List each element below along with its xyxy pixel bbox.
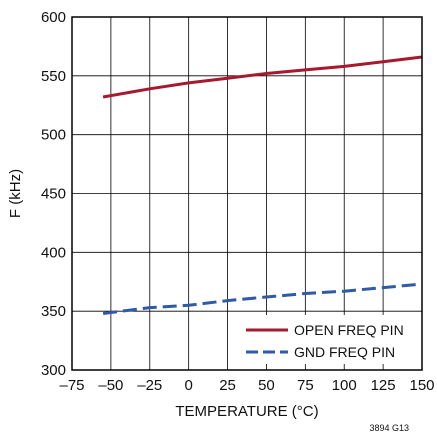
y-tick-label: 350 <box>41 303 66 320</box>
series-line-gnd-freq-pin <box>102 282 423 315</box>
y-tick-label: 550 <box>41 68 66 85</box>
y-axis-label: F (kHz) <box>7 169 24 218</box>
x-tick-label: –75 <box>59 377 84 394</box>
y-tick-label: 450 <box>41 186 66 203</box>
legend: OPEN FREQ PIN GND FREQ PIN <box>238 315 420 364</box>
x-tick-label: 0 <box>184 377 192 394</box>
legend-label: OPEN FREQ PIN <box>294 322 404 338</box>
x-tick-label: 150 <box>409 377 434 394</box>
x-tick-label: 100 <box>332 377 357 394</box>
x-tick-label: –50 <box>98 377 123 394</box>
x-tick-label: –25 <box>137 377 162 394</box>
y-tick-label: 500 <box>41 127 66 144</box>
x-tick-label: 25 <box>219 377 236 394</box>
figure-code: 3894 G13 <box>369 423 409 433</box>
plot-frame <box>71 16 423 371</box>
x-tick-label: 50 <box>258 377 275 394</box>
tick-labels: –75 –50 –25 0 25 50 75 100 125 150 300 350 400 450 500… <box>41 9 435 394</box>
x-axis-label: TEMPERATURE (°C) <box>175 403 318 420</box>
legend-label: GND FREQ PIN <box>294 344 395 360</box>
series-group <box>102 55 423 315</box>
legend-background <box>238 315 420 364</box>
y-tick-label: 400 <box>41 244 66 261</box>
x-tick-label: 75 <box>297 377 314 394</box>
y-tick-label: 600 <box>41 9 66 26</box>
y-tick-label: 300 <box>41 362 66 379</box>
x-tick-label: 125 <box>371 377 396 394</box>
series-line-open-freq-pin <box>102 55 423 99</box>
